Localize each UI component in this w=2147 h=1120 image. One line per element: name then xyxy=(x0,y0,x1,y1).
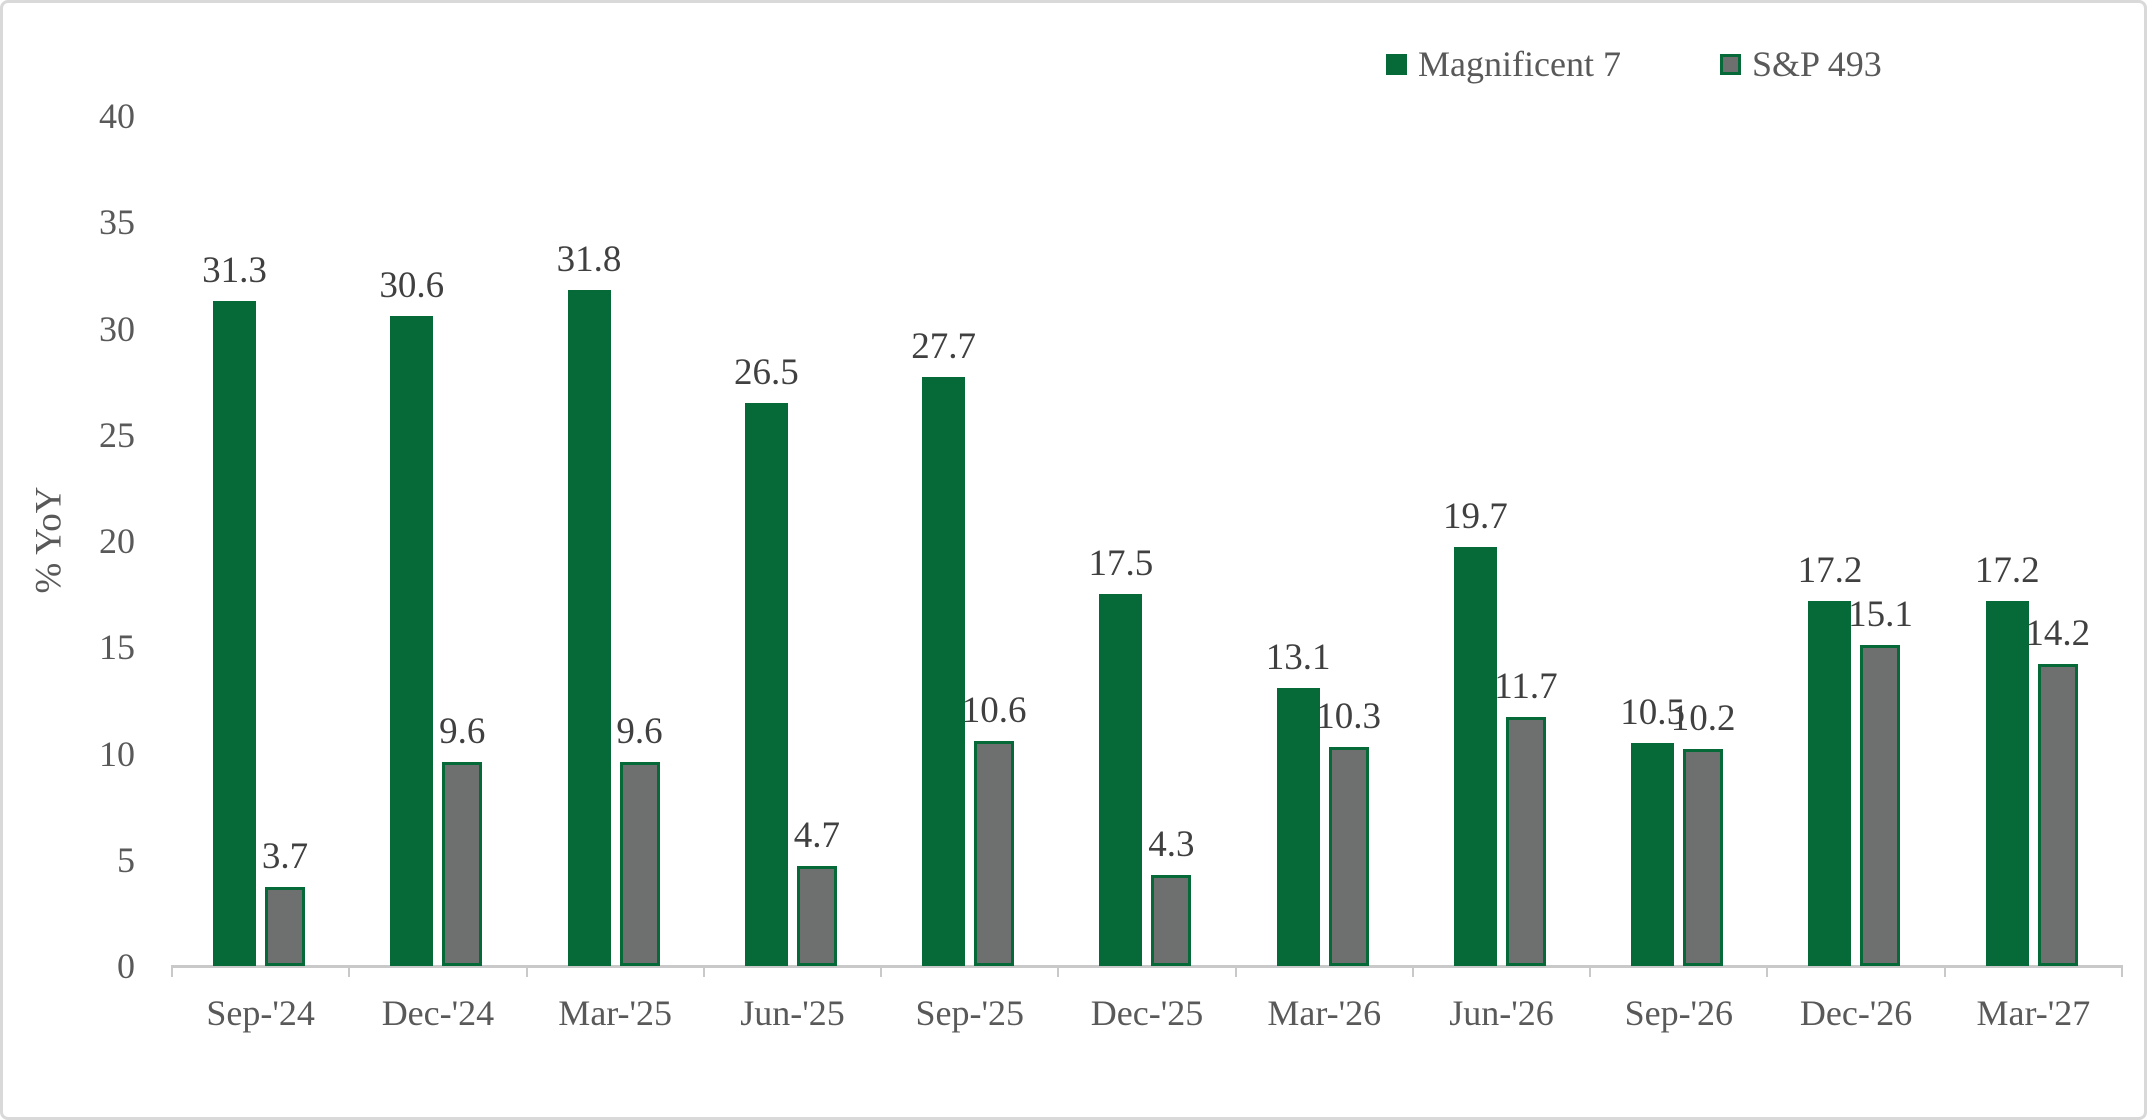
bar-s-p-493 xyxy=(619,762,660,966)
y-tick-label: 10 xyxy=(99,733,135,774)
axis-tick xyxy=(702,965,705,977)
axis-tick xyxy=(2121,965,2123,977)
axis-tick xyxy=(1411,965,1414,977)
bar-value-label: 3.7 xyxy=(261,836,309,878)
bar-value-label: 9.6 xyxy=(616,711,663,752)
bar-s-p-493 xyxy=(974,740,1015,966)
bar-value-label: 17.2 xyxy=(1974,549,2040,591)
legend-label-s-p-493: S&P 493 xyxy=(1752,44,1882,84)
x-axis-label: Mar-'26 xyxy=(1267,993,1382,1033)
x-axis-label: Sep-'26 xyxy=(1624,993,1734,1033)
axis-tick xyxy=(525,965,528,977)
bar-s-p-493 xyxy=(2037,664,2078,966)
x-axis-label: Mar-'27 xyxy=(1976,993,2091,1033)
x-axis-label: Jun-'26 xyxy=(1449,993,1554,1033)
bar-value-label: 10.6 xyxy=(961,689,1027,731)
bar-magnificent-7 xyxy=(390,315,434,966)
axis-tick xyxy=(1766,965,1769,977)
legend-item-magnificent-7: Magnificent 7 xyxy=(1386,43,1621,85)
bar-magnificent-7 xyxy=(213,300,256,966)
axis-tick xyxy=(171,965,173,977)
bar-value-label: 31.8 xyxy=(556,239,622,281)
y-tick-label: 40 xyxy=(99,96,135,136)
bar-value-label: 15.1 xyxy=(1848,594,1913,636)
x-axis-label: Dec-'24 xyxy=(381,993,495,1033)
bar-value-label: 17.2 xyxy=(1797,549,1863,591)
bar-value-label: 14.2 xyxy=(2025,613,2091,655)
bar-value-label: 30.6 xyxy=(379,264,445,306)
bar-s-p-493 xyxy=(796,866,837,966)
bar-value-label: 10.2 xyxy=(1670,698,1736,740)
bar-value-label: 10.5 xyxy=(1620,691,1686,733)
bar-magnificent-7 xyxy=(567,290,611,966)
bar-value-label: 9.6 xyxy=(439,711,486,752)
x-axis-label: Dec-'25 xyxy=(1090,993,1204,1033)
bar-value-label: 4.7 xyxy=(793,815,840,857)
bar-s-p-493 xyxy=(1151,874,1192,966)
bar-value-label: 26.5 xyxy=(733,351,799,393)
bar-magnificent-7 xyxy=(1808,600,1852,966)
axis-tick xyxy=(1057,965,1060,977)
bar-value-label: 17.5 xyxy=(1088,543,1154,585)
y-tick-label: 5 xyxy=(117,839,135,880)
y-tick-label: 25 xyxy=(99,414,135,455)
bar-value-label: 13.1 xyxy=(1265,636,1331,678)
y-tick-label: 30 xyxy=(99,308,135,349)
axis-tick xyxy=(1589,965,1592,977)
bar-magnificent-7 xyxy=(1276,687,1320,966)
bar-magnificent-7 xyxy=(744,402,788,966)
axis-tick xyxy=(1943,965,1946,977)
legend-label-magnificent-7: Magnificent 7 xyxy=(1418,44,1621,84)
bar-s-p-493 xyxy=(442,762,483,966)
bar-value-label: 27.7 xyxy=(911,326,976,368)
x-axis-label: Sep-'25 xyxy=(915,993,1024,1033)
bar-magnificent-7 xyxy=(922,377,966,966)
bar-value-label: 10.3 xyxy=(1316,696,1381,738)
y-tick-label: 15 xyxy=(99,627,135,668)
bar-s-p-493 xyxy=(1328,747,1369,966)
y-tick-label: 20 xyxy=(99,521,135,561)
legend-swatch-magnificent-7 xyxy=(1386,53,1407,75)
x-axis-label: Mar-'25 xyxy=(558,993,673,1033)
bar-magnificent-7 xyxy=(1099,594,1143,966)
bar-s-p-493 xyxy=(1683,749,1724,966)
bar-s-p-493 xyxy=(1505,717,1546,966)
x-axis-label: Dec-'26 xyxy=(1799,993,1913,1033)
axis-tick xyxy=(348,965,351,977)
bar-value-label: 11.7 xyxy=(1494,666,1558,708)
bar-s-p-493 xyxy=(1860,645,1901,966)
bar-value-label: 19.7 xyxy=(1443,496,1508,538)
bar-magnificent-7 xyxy=(1453,547,1497,966)
y-tick-label: 0 xyxy=(117,946,135,986)
x-axis-label: Sep-'24 xyxy=(206,993,315,1033)
x-axis-label: Jun-'25 xyxy=(740,993,845,1033)
y-tick-label: 35 xyxy=(99,202,135,243)
bar-value-label: 4.3 xyxy=(1148,823,1195,865)
axis-tick xyxy=(1234,965,1237,977)
bar-value-label: 31.3 xyxy=(202,249,267,291)
bar-s-p-493 xyxy=(265,887,305,966)
axis-tick xyxy=(880,965,883,977)
legend-item-s-p-493: S&P 493 xyxy=(1720,43,1882,85)
legend-swatch-s-p-493 xyxy=(1720,53,1741,75)
bar-magnificent-7 xyxy=(1985,600,2029,966)
x-axis-line xyxy=(172,965,2122,968)
bar-magnificent-7 xyxy=(1631,742,1675,966)
